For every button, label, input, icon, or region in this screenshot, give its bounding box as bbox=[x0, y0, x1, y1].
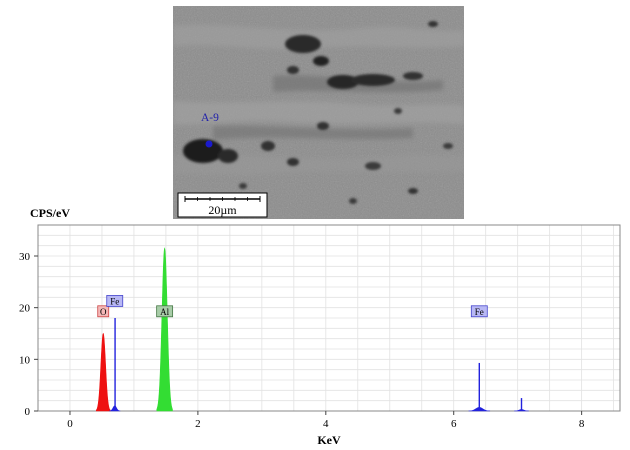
x-tick-label: 8 bbox=[579, 418, 585, 430]
y-tick-label: 0 bbox=[25, 406, 31, 418]
element-label-al: Al bbox=[160, 307, 169, 317]
x-tick-label: 4 bbox=[323, 418, 329, 430]
element-label-fe: Fe bbox=[475, 307, 484, 317]
x-tick-label: 6 bbox=[451, 418, 457, 430]
analysis-point-marker bbox=[205, 140, 213, 148]
element-label-box bbox=[156, 305, 174, 318]
scale-bar-label: 20µm bbox=[208, 203, 237, 217]
element-label-fe: Fe bbox=[110, 296, 119, 306]
spectrum-peaks bbox=[95, 247, 529, 412]
element-markers bbox=[114, 318, 523, 411]
element-label-box bbox=[470, 305, 488, 318]
element-label-box bbox=[106, 295, 124, 307]
axis-ticks: 0 2 4 6 8 0 10 20 30 bbox=[19, 251, 585, 430]
analysis-point-label: A-9 bbox=[201, 112, 219, 124]
peak-o bbox=[95, 332, 111, 412]
grid bbox=[37, 224, 620, 412]
x-tick-label: 2 bbox=[195, 418, 201, 430]
element-label-o: O bbox=[100, 307, 107, 317]
y-tick-label: 30 bbox=[19, 251, 31, 263]
y-axis-label: CPS/eV bbox=[30, 206, 70, 220]
peak-al bbox=[156, 247, 173, 412]
plot-frame bbox=[37, 224, 621, 412]
x-tick-label: 0 bbox=[67, 418, 73, 430]
element-label-box bbox=[97, 305, 110, 318]
y-tick-label: 20 bbox=[19, 303, 31, 315]
y-tick-label: 10 bbox=[19, 354, 31, 366]
sem-micrograph: A-9 20µm bbox=[173, 6, 464, 219]
x-axis-label: KeV bbox=[317, 433, 341, 447]
eds-spectrum-chart: O Fe Al Fe 0 2 4 6 8 0 10 20 30 CPS/eV KeV bbox=[0, 205, 630, 450]
